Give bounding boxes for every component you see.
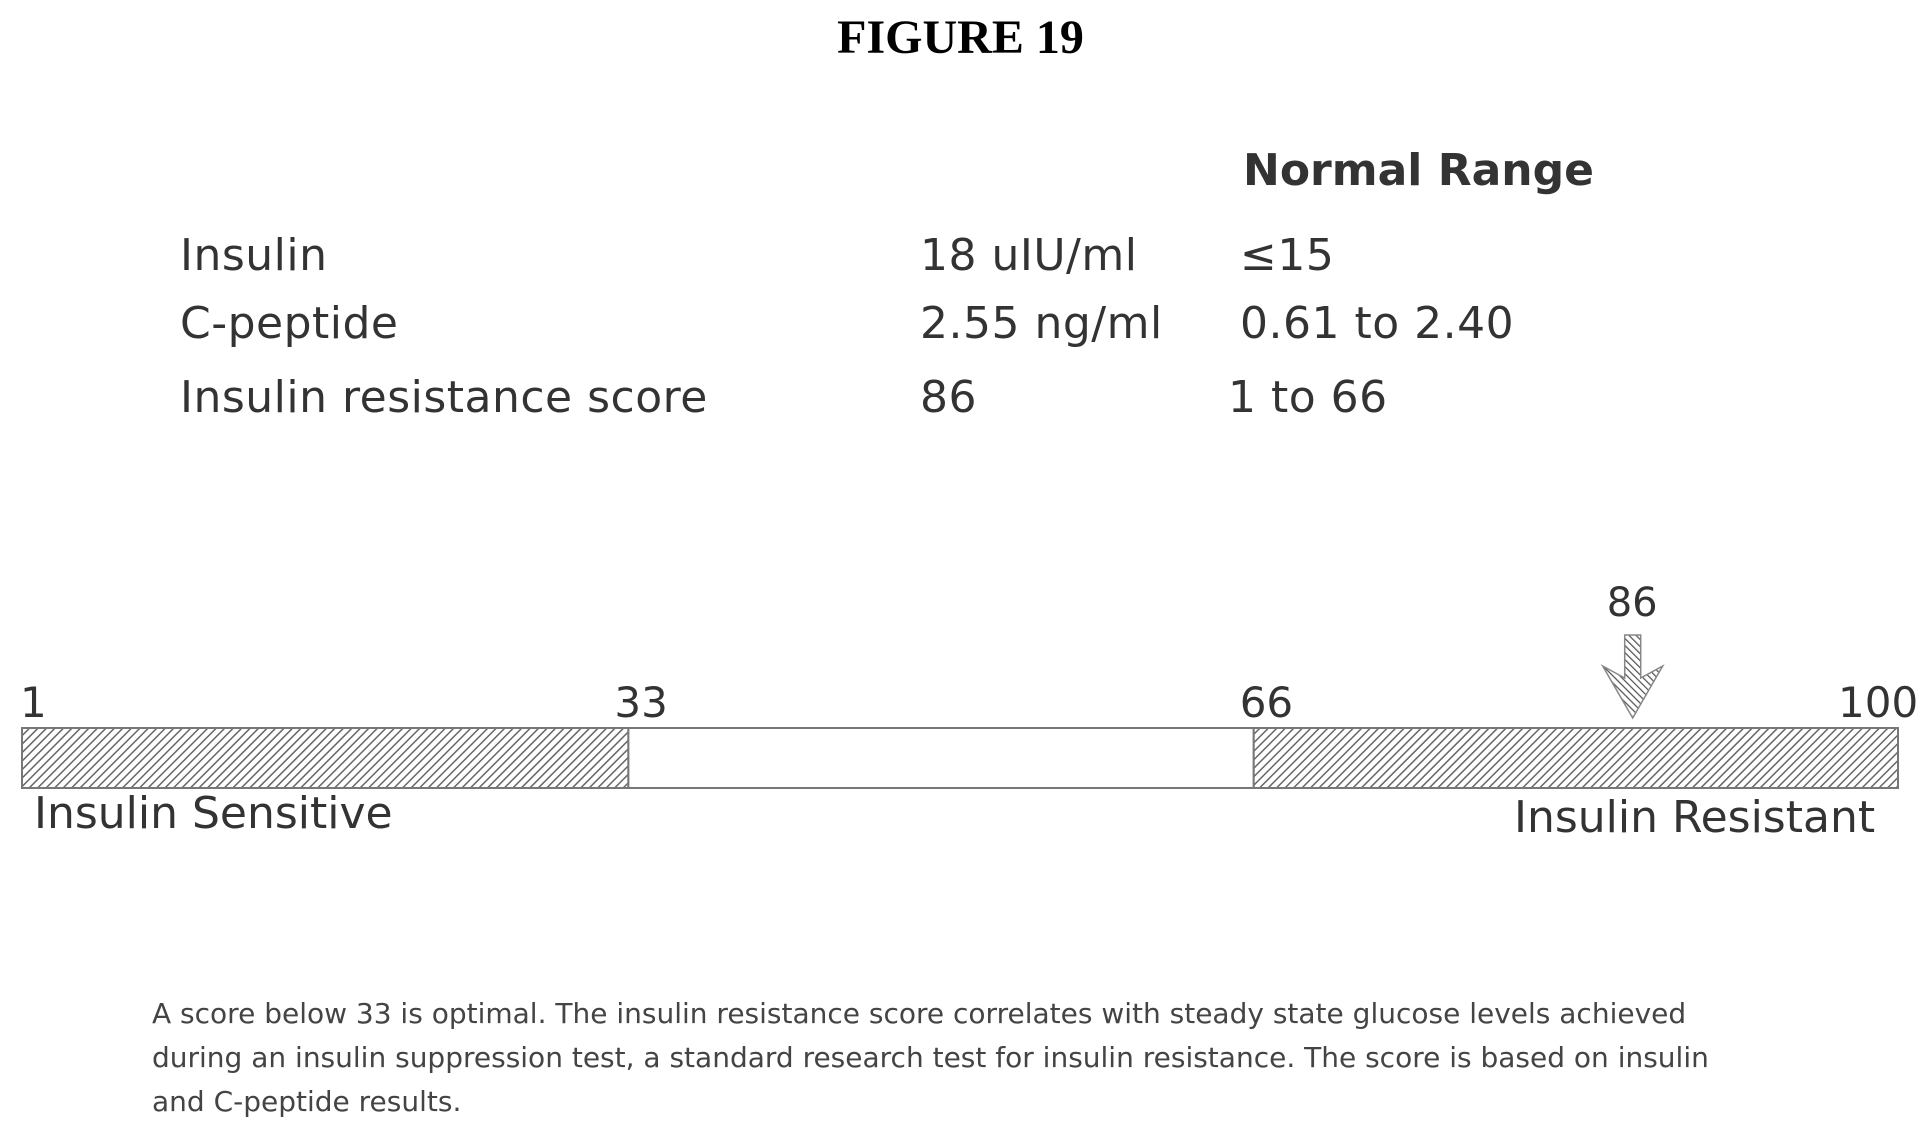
- value-ir-score: 86: [920, 372, 977, 423]
- analyte-c-peptide: C-peptide: [180, 298, 399, 349]
- normal-range-header: Normal Range: [1243, 145, 1594, 196]
- scale-tick-label: 33: [614, 678, 668, 727]
- scale-graphic: [21, 634, 1899, 789]
- score-marker-label: 86: [1606, 580, 1658, 626]
- results-table: Normal Range Insulin 18 uIU/ml ≤15 C-pep…: [0, 0, 1921, 450]
- analyte-insulin: Insulin: [180, 230, 328, 281]
- insulin-resistance-scale: 1 33 66 100 86 Insulin Sensitive Insulin…: [0, 570, 1921, 870]
- scale-tick-label: 66: [1239, 678, 1294, 727]
- scale-segment-blank: [627, 727, 1255, 789]
- scale-segment-hatched: [21, 727, 630, 789]
- scale-tick-label: 100: [1838, 678, 1919, 727]
- insulin-sensitive-label: Insulin Sensitive: [34, 788, 393, 839]
- range-insulin: ≤15: [1240, 230, 1335, 281]
- insulin-resistant-label: Insulin Resistant: [1514, 792, 1876, 843]
- score-marker-arrow-icon: [1600, 634, 1665, 720]
- scale-segment-hatched: [1252, 727, 1899, 789]
- scale-segments: [21, 727, 1899, 789]
- analyte-ir-score: Insulin resistance score: [180, 372, 708, 423]
- value-c-peptide: 2.55 ng/ml: [920, 298, 1163, 349]
- scale-tick-label: 1: [20, 678, 47, 727]
- value-insulin: 18 uIU/ml: [920, 230, 1138, 281]
- figure-title: FIGURE 19: [837, 11, 1084, 64]
- range-c-peptide: 0.61 to 2.40: [1240, 298, 1515, 349]
- footnote: A score below 33 is optimal. The insulin…: [152, 997, 1709, 1118]
- range-ir-score: 1 to 66: [1228, 372, 1388, 423]
